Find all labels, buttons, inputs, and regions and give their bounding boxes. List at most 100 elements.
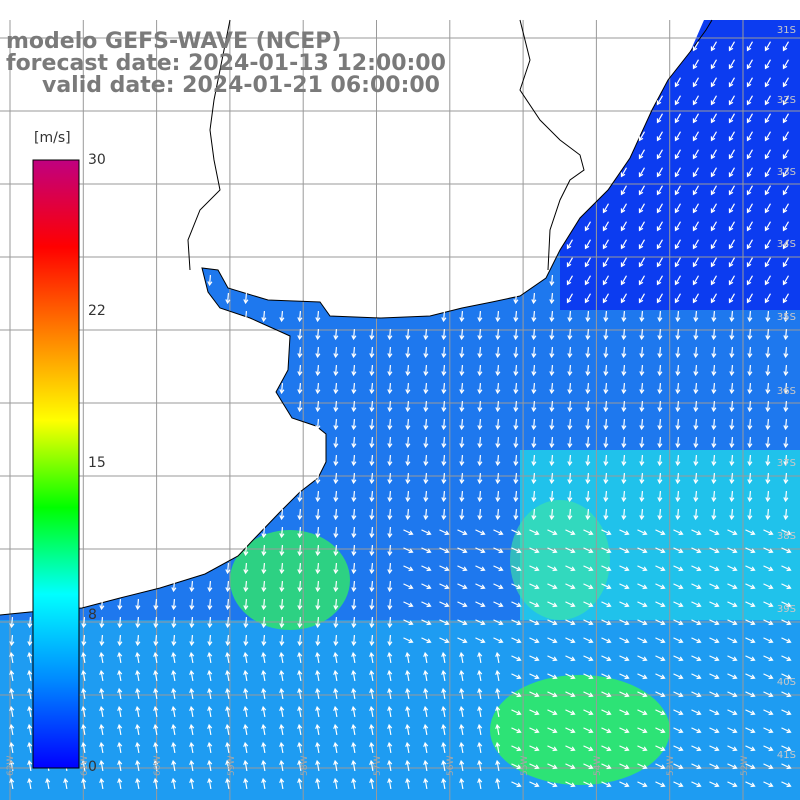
wind-arrow <box>568 490 572 502</box>
wind-arrow <box>388 328 392 340</box>
wind-arrow-head <box>369 461 375 467</box>
wind-arrow <box>637 727 647 733</box>
wind-arrow <box>547 655 557 661</box>
wind-arrow <box>674 113 682 123</box>
wind-arrow <box>586 436 590 448</box>
wind-arrow <box>316 580 320 592</box>
wind-arrow-head <box>552 620 558 626</box>
wind-arrow-head <box>696 602 702 608</box>
wind-arrow <box>352 742 356 754</box>
wind-arrow-head <box>657 317 663 323</box>
wind-arrow <box>442 346 446 358</box>
wind-arrow-head <box>696 548 702 554</box>
wind-arrow <box>529 781 539 787</box>
wind-arrow <box>280 562 284 574</box>
wind-arrow <box>496 454 500 466</box>
wind-arrow <box>584 275 592 285</box>
wind-arrow-head <box>711 515 717 521</box>
wind-arrow <box>565 601 575 607</box>
wind-arrow-head <box>606 674 612 680</box>
wind-arrow-head <box>570 584 576 590</box>
wind-arrow <box>622 382 626 394</box>
wind-arrow-head <box>225 777 231 784</box>
wind-arrow-head <box>624 638 630 644</box>
wind-arrow-head <box>660 728 666 734</box>
wind-arrow-head <box>732 638 738 644</box>
wind-arrow <box>550 400 554 412</box>
wind-arrow-head <box>603 317 609 323</box>
wind-arrow <box>532 436 536 448</box>
wind-arrow-head <box>441 389 447 395</box>
wind-arrow <box>746 59 754 69</box>
wind-arrow <box>529 619 539 625</box>
wind-arrow <box>745 583 755 589</box>
wind-arrow <box>692 149 700 159</box>
wind-arrow-head <box>674 244 680 250</box>
wind-arrow <box>532 490 536 502</box>
wind-arrow-head <box>531 371 537 377</box>
wind-arrow-head <box>279 533 285 539</box>
wind-arrow <box>583 547 593 553</box>
wind-arrow <box>82 670 86 682</box>
wind-arrow-head <box>462 548 468 554</box>
wind-arrow <box>655 583 665 589</box>
wind-arrow-head <box>782 226 788 232</box>
wind-arrow <box>763 619 773 625</box>
wind-arrow-head <box>765 515 771 521</box>
wind-arrow <box>583 583 593 589</box>
wind-arrow <box>676 382 680 394</box>
wind-arrow-head <box>714 566 720 572</box>
wind-arrow-head <box>516 584 522 590</box>
wind-arrow <box>442 706 446 718</box>
wind-arrow <box>640 364 644 376</box>
wind-arrow-head <box>750 782 756 788</box>
wind-arrow-head <box>603 389 609 395</box>
wind-arrow-head <box>405 687 411 694</box>
lat-label-31s: 31S <box>776 25 796 36</box>
wind-arrow <box>262 634 266 646</box>
wind-arrow-head <box>638 136 644 142</box>
wind-arrow <box>352 400 356 412</box>
wind-arrow <box>601 727 611 733</box>
wind-arrow-head <box>387 443 393 449</box>
wind-arrow <box>529 655 539 661</box>
wind-arrow <box>352 706 356 718</box>
wind-arrow-head <box>552 710 558 716</box>
wind-arrow <box>728 167 736 177</box>
wind-arrow-head <box>624 710 630 716</box>
wind-arrow <box>280 382 284 394</box>
wind-arrow-head <box>549 389 555 395</box>
wind-arrow-head <box>710 208 716 214</box>
wind-arrow-head <box>387 533 393 539</box>
wind-arrow-head <box>660 548 666 554</box>
lat-label-41s: 41S <box>776 750 796 761</box>
wind-arrow-head <box>531 479 537 485</box>
wind-arrow <box>439 547 449 553</box>
wind-arrow-head <box>729 371 735 377</box>
wind-arrow-head <box>369 587 375 593</box>
wind-arrow-head <box>495 515 501 521</box>
wind-arrow <box>637 745 647 751</box>
wind-arrow <box>280 688 284 700</box>
wind-arrow-head <box>675 461 681 467</box>
wind-arrow <box>28 670 32 682</box>
wind-arrow <box>604 310 608 322</box>
wind-arrow-head <box>732 782 738 788</box>
wind-arrow <box>262 670 266 682</box>
wind-arrow <box>782 239 790 249</box>
wind-arrow <box>406 706 410 718</box>
wind-arrow-head <box>315 623 321 629</box>
wind-arrow <box>316 382 320 394</box>
wind-arrow-head <box>567 335 573 341</box>
wind-arrow <box>406 670 410 682</box>
wind-arrow-head <box>333 687 339 694</box>
wind-arrow <box>730 364 734 376</box>
wind-arrow <box>388 724 392 736</box>
wind-arrow <box>514 328 518 340</box>
wind-arrow-head <box>189 723 195 730</box>
wind-arrow-head <box>369 443 375 449</box>
wind-arrow-head <box>480 638 486 644</box>
wind-arrow <box>316 526 320 538</box>
wind-arrow <box>620 293 628 303</box>
wind-arrow-head <box>660 620 666 626</box>
